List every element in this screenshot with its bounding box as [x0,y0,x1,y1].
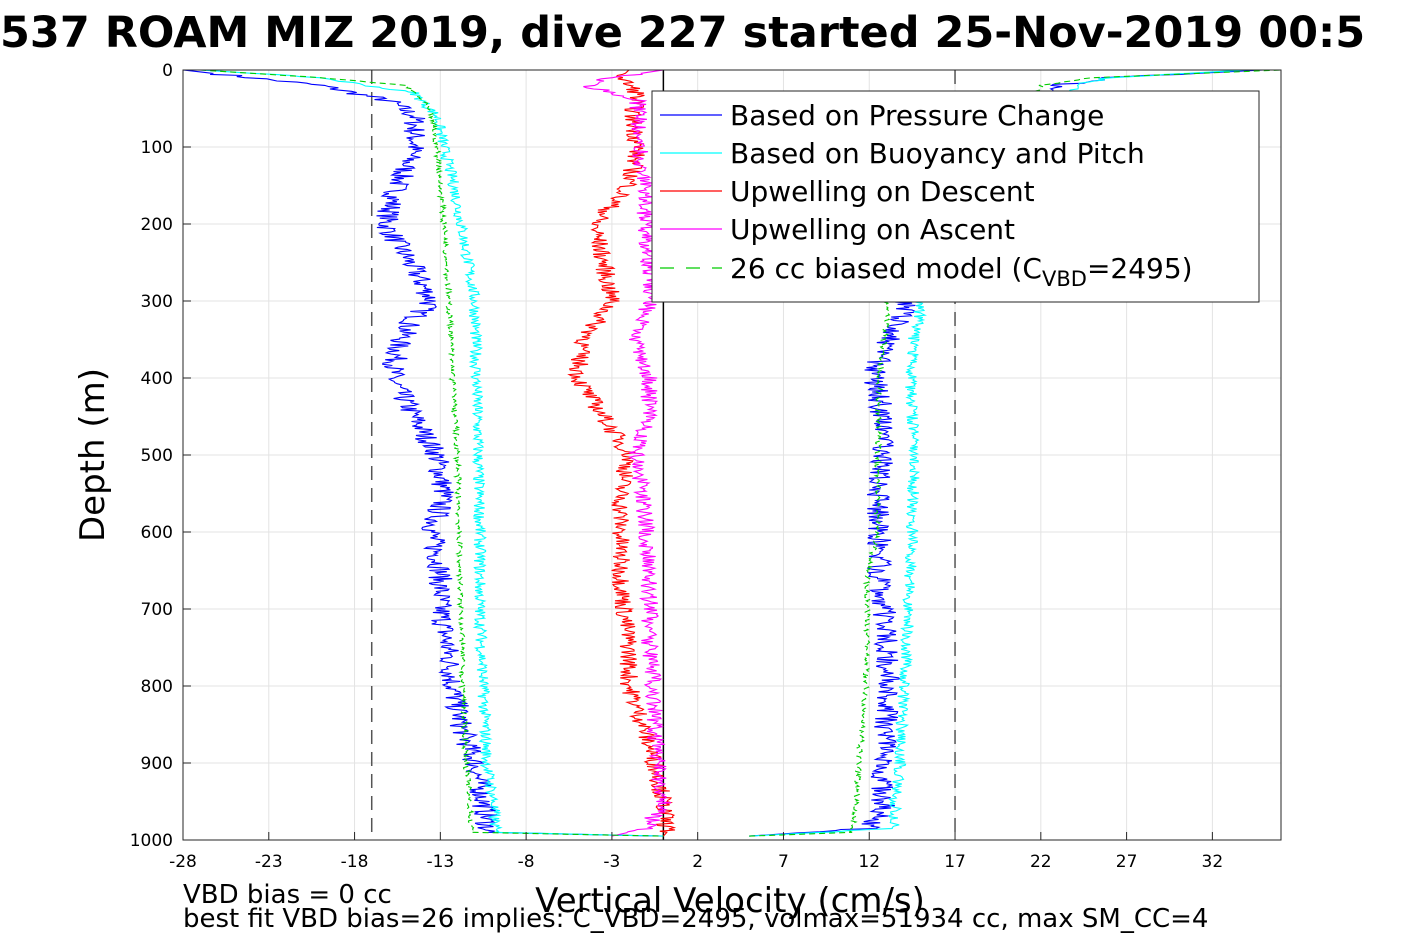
legend-label-model: 26 cc biased model (CVBD=2495) [730,252,1193,291]
x-tick-label-1: -23 [255,852,283,872]
x-tick-label-0: -28 [169,852,197,872]
x-tick-label-4: -8 [518,852,535,872]
legend-label-3: Upwelling on Ascent [730,213,1015,246]
series-4-descent-line [200,69,664,837]
y-tick-label-1: 100 [141,138,173,158]
legend: Based on Pressure Change Based on Buoyanc… [651,90,1260,303]
x-tick-label-11: 27 [1116,852,1138,872]
x-ticks: -28 -23 -18 -13 -8 -3 2 7 12 17 22 27 32 [169,832,1223,872]
y-tick-label-4: 400 [141,369,173,389]
y-tick-label-8: 800 [141,677,173,697]
series-0-descent-line [182,69,664,837]
series-3-ascent-line [583,69,671,837]
chart-title: 537 ROAM MIZ 2019, dive 227 started 25-N… [0,8,1365,58]
legend-label-1: Based on Buoyancy and Pitch [730,137,1145,170]
y-tick-label-7: 700 [141,600,173,620]
y-tick-label-2: 200 [141,215,173,235]
legend-model-suffix: =2495) [1087,252,1193,285]
x-tick-label-2: -18 [341,852,369,872]
y-tick-label-6: 600 [141,523,173,543]
y-tick-label-5: 500 [141,446,173,466]
y-tick-label-10: 1000 [130,831,173,851]
legend-model-subscript: VBD [1042,267,1087,291]
legend-label-2: Upwelling on Descent [730,175,1035,208]
vbd-bias-note: VBD bias = 0 cc [183,880,392,910]
y-tick-label-3: 300 [141,292,173,312]
x-tick-label-5: -3 [603,852,620,872]
best-fit-note: best fit VBD bias=26 implies: C_VBD=2495… [183,904,1208,934]
x-tick-label-7: 7 [778,852,789,872]
x-axis-label: Vertical Velocity (cm/s) [535,881,925,921]
y-tick-label-0: 0 [162,61,173,81]
x-tick-label-10: 22 [1030,852,1052,872]
series-1-descent-line [200,69,664,837]
legend-model-prefix: 26 cc biased model (C [730,252,1042,285]
y-ticks: 0 100 200 300 400 500 600 700 800 900 1000 [130,61,191,851]
legend-label-0: Based on Pressure Change [730,99,1104,132]
x-tick-label-9: 17 [944,852,966,872]
legend-box [651,90,1260,303]
y-axis-label: Depth (m) [73,368,113,542]
x-tick-label-6: 2 [692,852,703,872]
x-tick-label-3: -13 [426,852,454,872]
x-tick-label-8: 12 [858,852,880,872]
y-tick-label-9: 900 [141,754,173,774]
x-tick-label-12: 32 [1202,852,1224,872]
